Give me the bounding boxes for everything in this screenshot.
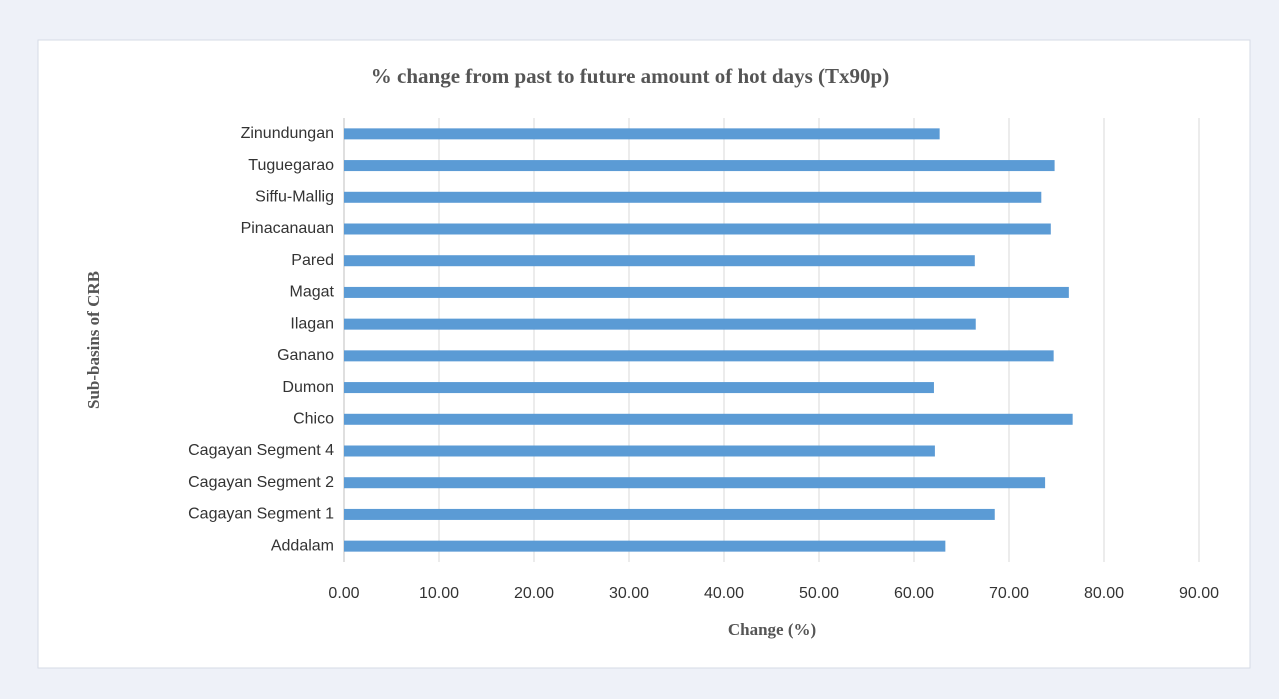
x-tick-label: 30.00 xyxy=(609,585,649,602)
y-tick-label: Cagayan Segment 4 xyxy=(188,442,334,459)
x-tick-label: 20.00 xyxy=(514,585,554,602)
bar xyxy=(344,223,1051,235)
bar xyxy=(344,382,934,394)
bar xyxy=(344,160,1055,172)
bar xyxy=(344,508,995,520)
bar xyxy=(344,413,1073,425)
bar xyxy=(344,477,1046,489)
y-tick-label: Pared xyxy=(291,252,334,269)
bar xyxy=(344,350,1054,362)
y-tick-label: Chico xyxy=(293,411,334,428)
y-axis-label: Sub-basins of CRB xyxy=(84,271,103,409)
bar xyxy=(344,255,975,267)
x-tick-label: 70.00 xyxy=(989,585,1029,602)
bar xyxy=(344,445,935,457)
x-tick-label: 90.00 xyxy=(1179,585,1219,602)
x-tick-label: 0.00 xyxy=(328,585,359,602)
y-tick-label: Cagayan Segment 1 xyxy=(188,506,334,523)
bar xyxy=(344,191,1042,203)
y-tick-label: Magat xyxy=(290,284,335,301)
x-tick-label: 10.00 xyxy=(419,585,459,602)
y-tick-label: Addalam xyxy=(271,537,334,554)
bar xyxy=(344,318,976,330)
y-tick-label: Ganano xyxy=(277,347,334,364)
chart-title: % change from past to future amount of h… xyxy=(371,64,889,88)
x-tick-label: 80.00 xyxy=(1084,585,1124,602)
y-tick-label: Tuguegarao xyxy=(248,157,334,174)
y-tick-label: Siffu-Mallig xyxy=(255,189,334,206)
y-tick-label: Dumon xyxy=(282,379,334,396)
bar xyxy=(344,540,946,552)
bar xyxy=(344,286,1069,298)
y-tick-label: Zinundungan xyxy=(241,125,334,142)
bar xyxy=(344,128,940,140)
x-tick-label: 50.00 xyxy=(799,585,839,602)
x-tick-label: 40.00 xyxy=(704,585,744,602)
x-axis-label: Change (%) xyxy=(728,620,816,639)
y-tick-label: Pinacanauan xyxy=(241,220,334,237)
y-tick-label: Ilagan xyxy=(290,315,334,332)
y-tick-label: Cagayan Segment 2 xyxy=(188,474,334,491)
x-tick-label: 60.00 xyxy=(894,585,934,602)
